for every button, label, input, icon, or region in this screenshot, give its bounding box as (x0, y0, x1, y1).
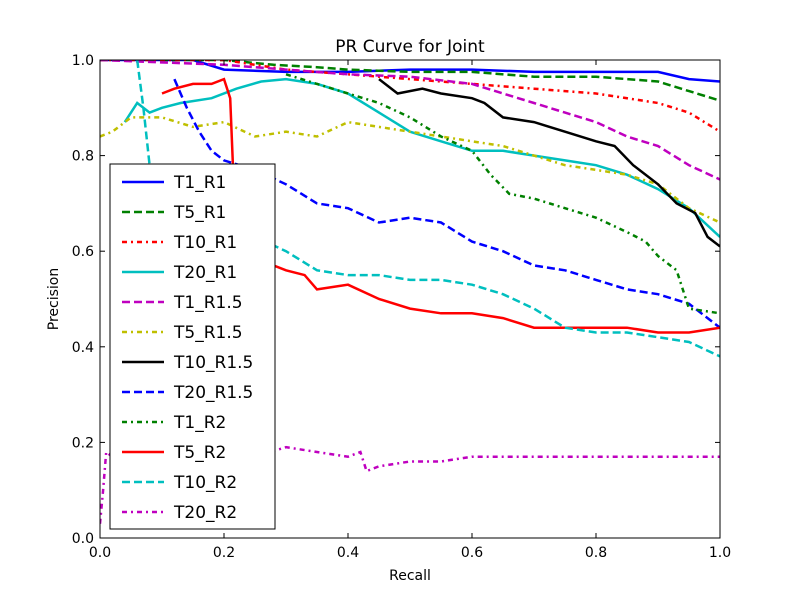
legend-label: T5_R2 (173, 443, 226, 463)
y-tick-label: 0.6 (72, 244, 94, 260)
y-tick-label: 0.4 (72, 340, 94, 356)
series-line-t5-r1-5 (100, 116, 720, 224)
plot-frame (99, 59, 721, 539)
x-axis-label: Recall (389, 568, 431, 584)
ticks-layer: 0.0 0.2 0.4 0.6 0.8 1.0 0.0 0.2 0.4 0.6 0.8 1.0 (72, 53, 731, 561)
series-layer (100, 60, 720, 524)
legend-label: T10_R1 (173, 233, 237, 253)
legend-label: T20_R2 (173, 503, 237, 523)
legend-label: T1_R1.5 (173, 293, 243, 313)
x-tick-label: 0.2 (213, 545, 235, 561)
x-tick-label: 1.0 (709, 545, 731, 561)
legend-label: T10_R1.5 (173, 353, 253, 373)
series-line-t20-r1 (123, 77, 720, 238)
legend-label: T1_R1 (173, 173, 226, 193)
y-tick-label: 0.0 (72, 531, 94, 547)
series-line-t10-r1 (100, 60, 720, 133)
y-tick-label: 0.2 (72, 435, 94, 451)
x-tick-label: 0.4 (337, 545, 359, 561)
x-tick-label: 0.8 (585, 545, 607, 561)
legend-label: T5_R1 (173, 203, 226, 223)
legend-box (109, 163, 276, 530)
legend: T1_R1 T5_R1 T10_R1 T20_R1 T1_R1.5 T5_R1.5 T10_… (109, 163, 276, 530)
legend-label: T10_R2 (173, 473, 237, 493)
legend-label: T20_R1.5 (173, 383, 253, 403)
series-line-t5-r1 (100, 60, 720, 102)
legend-label: T1_R2 (173, 413, 226, 433)
legend-label: T20_R1 (173, 263, 237, 283)
legend-label: T5_R1.5 (173, 323, 243, 343)
x-tick-label: 0.6 (461, 545, 483, 561)
series-line-t1-r1-5 (100, 60, 720, 181)
y-tick-label: 0.8 (72, 149, 94, 165)
y-tick-label: 1.0 (72, 53, 94, 69)
series-line-t5-r2 (161, 77, 720, 334)
chart-title: PR Curve for Joint (335, 37, 485, 57)
y-axis-label: Precision (46, 268, 62, 330)
series-line-t10-r1-5 (378, 78, 720, 248)
series-line-t20-r1-5 (173, 78, 720, 329)
x-tick-label: 0.0 (89, 545, 111, 561)
series-line-t1-r2 (285, 73, 720, 315)
series-line-t1-r1 (100, 60, 720, 83)
